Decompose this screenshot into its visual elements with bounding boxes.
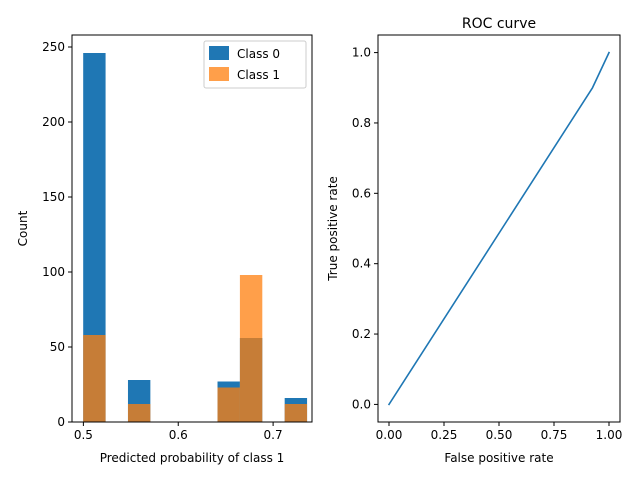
histogram-panel: 0.5 0.6 0.7 0 50 100 150 200 250 Predicted proba… (16, 34, 313, 465)
roc-y-tick-label: 0.6 (352, 186, 371, 200)
histogram-bar-class-1-bin-1 (127, 404, 151, 422)
roc-panel: 0.00 0.25 0.50 0.75 1.00 0.0 0.2 0.4 0.6 0.8 1.0 R… (326, 16, 622, 465)
histogram-y-axis-label: Count (16, 210, 30, 246)
histogram-y-tick-label: 0 (57, 415, 65, 429)
histogram-bar-class-1-bin-4 (284, 404, 308, 422)
legend: Class 0 Class 1 (203, 40, 307, 89)
roc-axes-frame (377, 34, 621, 423)
roc-ticks: 0.00 0.25 0.50 0.75 1.00 0.0 0.2 0.4 0.6 0.8 1.0 (352, 46, 622, 442)
histogram-bar-class-0-bin-0 (83, 53, 106, 422)
roc-x-tick-label: 0.25 (431, 428, 458, 442)
roc-x-tick-label: 0.50 (486, 428, 513, 442)
roc-y-tick-label: 1.0 (352, 46, 371, 60)
roc-x-axis-label: False positive rate (444, 451, 553, 465)
legend-label-class-0: Class 0 (237, 47, 280, 61)
histogram-x-axis-label: Predicted probability of class 1 (100, 451, 285, 465)
roc-x-tick-label: 1.00 (596, 428, 623, 442)
legend-box (203, 40, 307, 89)
legend-swatch-class-1 (209, 67, 229, 81)
roc-y-axis-label: True positive rate (326, 176, 340, 282)
histogram-y-tick-label: 250 (42, 40, 65, 54)
roc-y-tick-label: 0.2 (352, 327, 371, 341)
histogram-x-tick-label: 0.6 (169, 428, 188, 442)
roc-y-tick-label: 0.0 (352, 397, 371, 411)
histogram-x-tick-label: 0.5 (74, 428, 93, 442)
histogram-bars (83, 53, 308, 422)
legend-swatch-class-0 (209, 46, 229, 60)
roc-y-tick-label: 0.8 (352, 116, 371, 130)
histogram-y-tick-label: 200 (42, 115, 65, 129)
roc-y-tick-label: 0.4 (352, 257, 371, 271)
histogram-ticks: 0.5 0.6 0.7 0 50 100 150 200 250 (42, 40, 283, 442)
legend-label-class-1: Class 1 (237, 68, 280, 82)
histogram-y-tick-label: 100 (42, 265, 65, 279)
roc-x-tick-label: 0.00 (376, 428, 403, 442)
histogram-x-tick-label: 0.7 (264, 428, 283, 442)
histogram-bar-class-1-bin-2 (217, 387, 240, 422)
roc-lines (387, 51, 611, 406)
roc-chart-title: ROC curve (462, 16, 536, 32)
roc-x-tick-label: 0.75 (541, 428, 568, 442)
histogram-bar-class-1-bin-0 (83, 335, 106, 422)
histogram-y-tick-label: 150 (42, 190, 65, 204)
histogram-y-tick-label: 50 (50, 340, 65, 354)
histogram-bar-class-1-bin-3 (239, 275, 263, 422)
histogram-axes-frame (71, 34, 313, 423)
roc-curve-line (387, 51, 611, 406)
